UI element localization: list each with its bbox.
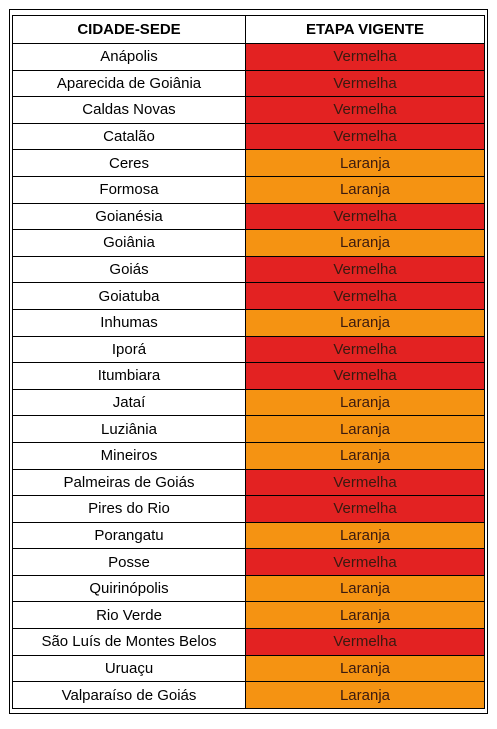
table-row: Luziânia Laranja [12, 415, 485, 443]
city-cell: São Luís de Montes Belos [12, 628, 246, 656]
stage-cell: Laranja [245, 521, 485, 550]
city-cell: Aparecida de Goiânia [12, 69, 246, 98]
stage-cell: Vermelha [245, 468, 485, 497]
table-row: Posse Vermelha [12, 548, 485, 576]
stage-cell: Vermelha [245, 96, 485, 124]
stage-cell: Laranja [245, 601, 485, 630]
city-cell: Rio Verde [12, 601, 246, 630]
stage-cell: Laranja [245, 229, 485, 257]
stage-cell: Laranja [245, 574, 485, 603]
table-row: Goianésia Vermelha [12, 202, 485, 231]
stage-cell: Laranja [245, 415, 485, 443]
table-row: Jataí Laranja [12, 388, 485, 417]
table-row: Anápolis Vermelha [12, 43, 485, 71]
stage-cell: Laranja [245, 654, 485, 683]
table-row: Formosa Laranja [12, 175, 485, 204]
table-row: Catalão Vermelha [12, 122, 485, 151]
table-row: Iporá Vermelha [12, 335, 485, 364]
city-cell: Uruaçu [12, 654, 246, 683]
table-row: Palmeiras de Goiás Vermelha [12, 468, 485, 497]
city-cell: Goiatuba [12, 282, 246, 310]
table-row: Goiânia Laranja [12, 229, 485, 257]
table-row: Inhumas Laranja [12, 308, 485, 337]
city-cell: Iporá [12, 335, 246, 364]
header-city: CIDADE-SEDE [12, 15, 246, 44]
table-row: Quirinópolis Laranja [12, 574, 485, 603]
table-frame [9, 9, 488, 714]
stage-cell: Vermelha [245, 202, 485, 231]
city-cell: Jataí [12, 388, 246, 417]
city-cell: Caldas Novas [12, 96, 246, 124]
table-row: Goiatuba Vermelha [12, 282, 485, 310]
city-cell: Itumbiara [12, 362, 246, 390]
stage-cell: Vermelha [245, 495, 485, 523]
stage-cell: Laranja [245, 388, 485, 417]
table-row: Itumbiara Vermelha [12, 362, 485, 390]
stage-cell: Vermelha [245, 335, 485, 364]
city-cell: Catalão [12, 122, 246, 151]
city-cell: Goianésia [12, 202, 246, 231]
table-row: Uruaçu Laranja [12, 654, 485, 683]
city-cell: Posse [12, 548, 246, 576]
city-cell: Formosa [12, 175, 246, 204]
table-row: São Luís de Montes Belos Vermelha [12, 628, 485, 656]
stage-cell: Vermelha [245, 628, 485, 656]
table-body: Anápolis Vermelha Aparecida de Goiânia Verm… [12, 43, 485, 709]
stage-cell: Vermelha [245, 255, 485, 284]
stage-cell: Vermelha [245, 43, 485, 71]
stage-cell: Laranja [245, 149, 485, 177]
city-cell: Goiás [12, 255, 246, 284]
table-row: Aparecida de Goiânia Vermelha [12, 69, 485, 98]
stage-cell: Laranja [245, 308, 485, 337]
table-row: Mineiros Laranja [12, 441, 485, 470]
table-header-row: CIDADE-SEDE ETAPA VIGENTE [12, 15, 485, 44]
stage-cell: Vermelha [245, 122, 485, 151]
city-cell: Pires do Rio [12, 495, 246, 523]
city-cell: Ceres [12, 149, 246, 177]
stage-cell: Laranja [245, 681, 485, 709]
table-row: Porangatu Laranja [12, 521, 485, 550]
cities-stage-table: CIDADE-SEDE ETAPA VIGENTE Anápolis Vermel… [12, 15, 485, 709]
table-row: Caldas Novas Vermelha [12, 96, 485, 124]
table-row: Pires do Rio Vermelha [12, 495, 485, 523]
city-cell: Palmeiras de Goiás [12, 468, 246, 497]
table-row: Ceres Laranja [12, 149, 485, 177]
stage-cell: Vermelha [245, 69, 485, 98]
city-cell: Anápolis [12, 43, 246, 71]
stage-cell: Laranja [245, 175, 485, 204]
stage-cell: Laranja [245, 441, 485, 470]
city-cell: Porangatu [12, 521, 246, 550]
stage-cell: Vermelha [245, 282, 485, 310]
stage-cell: Vermelha [245, 548, 485, 576]
city-cell: Mineiros [12, 441, 246, 470]
city-cell: Valparaíso de Goiás [12, 681, 246, 709]
table-row: Valparaíso de Goiás Laranja [12, 681, 485, 709]
city-cell: Goiânia [12, 229, 246, 257]
stage-cell: Vermelha [245, 362, 485, 390]
header-stage: ETAPA VIGENTE [245, 15, 485, 44]
city-cell: Luziânia [12, 415, 246, 443]
table-row: Rio Verde Laranja [12, 601, 485, 630]
city-cell: Quirinópolis [12, 574, 246, 603]
table-row: Goiás Vermelha [12, 255, 485, 284]
city-cell: Inhumas [12, 308, 246, 337]
